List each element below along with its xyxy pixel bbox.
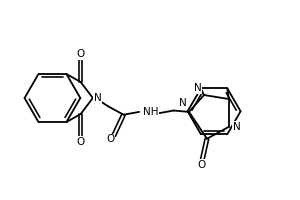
Text: N: N — [194, 83, 202, 93]
Text: O: O — [76, 49, 85, 59]
Text: O: O — [76, 137, 85, 147]
Text: N: N — [233, 122, 241, 132]
Text: O: O — [107, 134, 115, 144]
Text: NH: NH — [142, 107, 158, 117]
Text: N: N — [94, 93, 102, 103]
Text: N: N — [179, 98, 187, 108]
Text: O: O — [198, 160, 206, 170]
